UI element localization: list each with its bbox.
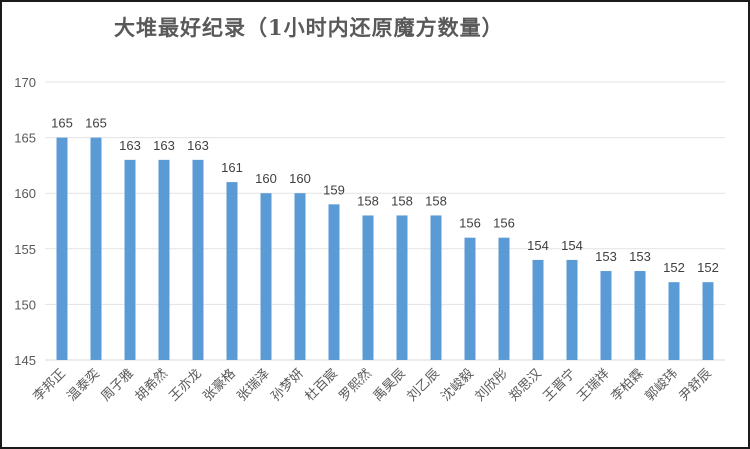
x-category-label: 王亦龙 (166, 366, 205, 405)
bar[interactable] (396, 215, 408, 360)
bar-value-label: 156 (493, 216, 515, 231)
x-category-label: 温泰奕 (64, 366, 103, 405)
bar-value-label: 153 (629, 249, 651, 264)
x-category-label: 胡希然 (132, 366, 171, 405)
y-tick-label: 150 (14, 297, 36, 312)
bar-value-label: 160 (255, 171, 277, 186)
bar[interactable] (226, 182, 238, 360)
x-category-label: 罗熙然 (336, 366, 375, 405)
bar-value-label: 163 (119, 138, 141, 153)
bar-value-label: 154 (527, 238, 549, 253)
bar-value-label: 159 (323, 182, 345, 197)
x-category-label: 李柏霖 (609, 366, 647, 404)
bar[interactable] (124, 159, 136, 360)
bar[interactable] (430, 215, 442, 360)
x-category-label: 王晋宁 (540, 366, 579, 405)
bar-value-label: 165 (51, 116, 73, 131)
bar[interactable] (328, 204, 340, 360)
x-category-label: 尹舒辰 (677, 366, 715, 404)
bar-value-label: 160 (289, 171, 311, 186)
bar[interactable] (362, 215, 374, 360)
x-category-label: 张豪格 (200, 366, 239, 405)
bar-value-label: 156 (459, 216, 481, 231)
bar[interactable] (56, 137, 68, 360)
x-category-label: 张瑞泽 (235, 366, 273, 404)
x-category-label: 郭峻玮 (642, 366, 681, 405)
bar[interactable] (158, 159, 170, 360)
bar-value-label: 163 (187, 138, 209, 153)
x-category-label: 孙梦妍 (269, 366, 307, 404)
bar-value-label: 153 (595, 249, 617, 264)
bar-value-label: 158 (425, 193, 447, 208)
x-category-label: 沈峻毅 (438, 366, 477, 405)
bar[interactable] (668, 282, 680, 360)
y-tick-label: 165 (14, 131, 36, 146)
bar[interactable] (498, 237, 510, 360)
y-tick-label: 145 (14, 353, 36, 368)
bar[interactable] (90, 137, 102, 360)
bar-value-label: 158 (391, 193, 413, 208)
bar-value-label: 154 (561, 238, 583, 253)
x-category-label: 李邦正 (31, 366, 69, 404)
bar[interactable] (294, 193, 306, 360)
y-tick-label: 170 (14, 75, 36, 90)
bar-value-label: 163 (153, 138, 175, 153)
bar-value-label: 158 (357, 193, 379, 208)
bar[interactable] (702, 282, 714, 360)
bar-value-label: 161 (221, 160, 243, 175)
x-category-label: 刘欣彤 (473, 366, 511, 404)
bar-value-label: 152 (663, 260, 685, 275)
x-category-label: 王瑞祥 (575, 366, 613, 404)
chart-title: 大堆最好纪录（1小时内还原魔方数量） (114, 15, 504, 40)
x-category-label: 刘乙辰 (405, 366, 443, 404)
y-tick-label: 160 (14, 186, 36, 201)
bar[interactable] (566, 259, 578, 360)
x-category-label: 郑思汉 (507, 366, 545, 404)
bar[interactable] (260, 193, 272, 360)
bar[interactable] (464, 237, 476, 360)
x-category-label: 周子雅 (99, 366, 137, 404)
x-category-label: 禹昊辰 (371, 366, 409, 404)
bar-value-label: 165 (85, 116, 107, 131)
y-tick-label: 155 (14, 242, 36, 257)
bar[interactable] (192, 159, 204, 360)
bar[interactable] (600, 271, 612, 360)
x-category-label: 杜百宸 (302, 366, 341, 405)
bar[interactable] (532, 259, 544, 360)
bar-value-label: 152 (697, 260, 719, 275)
bar[interactable] (634, 271, 646, 360)
